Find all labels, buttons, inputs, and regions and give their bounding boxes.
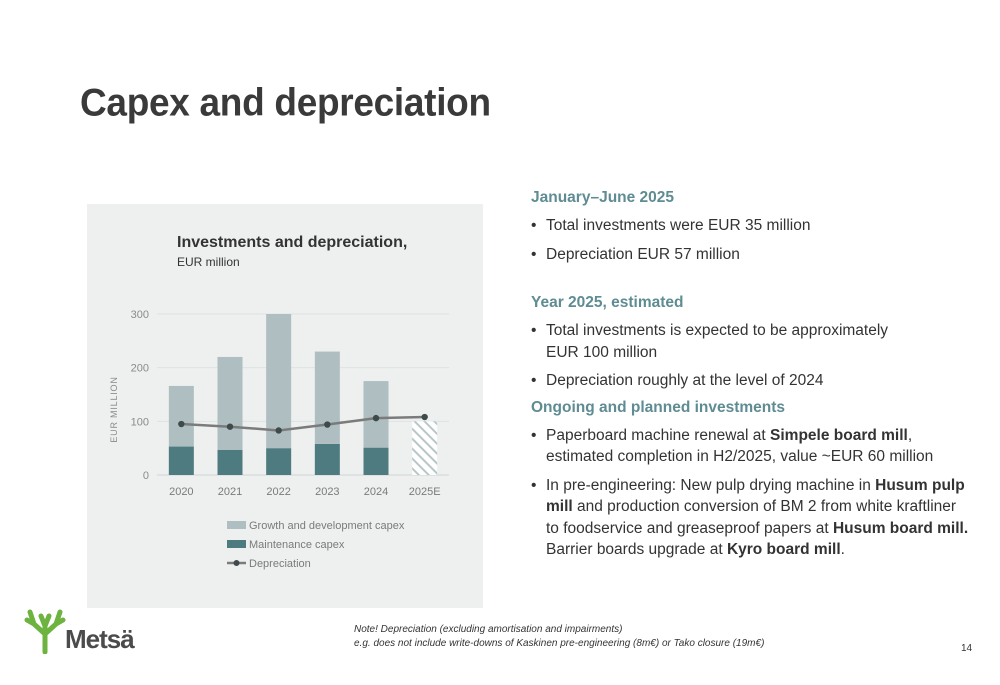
page-title: Capex and depreciation (80, 80, 491, 124)
text: In pre-engineering: New pulp drying mach… (546, 476, 876, 494)
y-tick-label: 100 (131, 416, 149, 428)
section-heading-h1: January–June 2025 (531, 189, 675, 206)
text: , (907, 426, 913, 444)
section-heading-2025: Year 2025, estimated (531, 294, 684, 311)
bullet-depreciation-estimate: Depreciation roughly at the level of 202… (531, 370, 971, 392)
footnote: Note! Depreciation (excluding amortisati… (354, 623, 764, 651)
chart-subtitle: EUR million (177, 255, 240, 269)
legend-swatch-point (233, 560, 240, 566)
chart: 0 100 200 300 EUR MILLION 2020 2021 2022 2023 202… (109, 309, 449, 570)
footnote-line: Note! Depreciation (excluding amortisati… (354, 624, 623, 635)
bar-growth-capex (217, 356, 243, 450)
text-bold: Kyro board mill (726, 541, 841, 558)
bullet-depreciation: Depreciation EUR 57 million (531, 244, 971, 266)
legend-label: Growth and development capex (249, 520, 405, 532)
text: . (840, 541, 845, 558)
text-bold: Husum board mill. (832, 519, 969, 537)
bar-maintenance-capex (217, 449, 243, 475)
x-tick-label: 2021 (218, 486, 242, 498)
bar-growth-capex (266, 314, 292, 449)
bullet-simpele: Paperboard machine renewal at Simpele bo… (531, 425, 971, 468)
bullet-total-investments: Total investments were EUR 35 million (531, 215, 971, 237)
y-tick-label: 200 (131, 363, 149, 375)
text: estimated completion in H2/2025, value ~… (546, 448, 934, 465)
bullet-investments-estimate: Total investments is expected to be appr… (531, 320, 971, 363)
bar-growth-capex (314, 351, 340, 444)
right-column: January–June 2025 Total investments were… (531, 189, 971, 561)
metsa-logo: Metsä (24, 606, 135, 656)
bar-estimate-hatched (412, 421, 438, 475)
bar-maintenance-capex (314, 443, 340, 475)
text-bold: Simpele board mill (770, 426, 908, 444)
text: Barrier boards upgrade at (546, 541, 727, 558)
legend-label: Depreciation (249, 558, 311, 570)
page-number: 14 (961, 643, 973, 654)
x-tick-label: 2025E (409, 486, 441, 498)
depreciation-point (178, 420, 185, 428)
chart-title: Investments and depreciation, (177, 234, 408, 251)
text-bold: Husum pulp mill (546, 476, 965, 516)
bullet-line: Total investments is expected to be appr… (546, 322, 889, 339)
x-tick-label: 2022 (266, 486, 290, 498)
bar-maintenance-capex (168, 446, 194, 475)
depreciation-point (226, 423, 234, 430)
x-tick-label: 2020 (169, 486, 193, 498)
text: and production conversion of BM 2 from w… (546, 498, 957, 537)
bar-maintenance-capex (363, 447, 389, 475)
depreciation-point (324, 421, 331, 428)
legend-swatch (227, 540, 246, 548)
text: Paperboard machine renewal at (546, 426, 771, 444)
bar-growth-capex (168, 385, 194, 447)
legend-swatch (227, 521, 246, 529)
bar-growth-capex (363, 381, 389, 448)
bullet-husum: In pre-engineering: New pulp drying mach… (531, 475, 971, 561)
y-tick-label: 0 (143, 470, 149, 482)
depreciation-point (275, 427, 282, 434)
y-axis-label: EUR MILLION (109, 376, 119, 442)
depreciation-point (372, 414, 380, 422)
metsa-antler-icon (24, 609, 66, 654)
legend-label: Maintenance capex (249, 539, 345, 551)
depreciation-point (421, 413, 428, 421)
x-tick-label: 2024 (364, 486, 388, 498)
x-tick-label: 2023 (315, 486, 339, 498)
footnote-line: e.g. does not include write-downs of Kas… (354, 638, 765, 649)
y-tick-label: 300 (131, 309, 149, 321)
bar-maintenance-capex (266, 448, 292, 475)
depreciation-line (181, 415, 425, 432)
chart-panel: 0 100 200 300 EUR MILLION 2020 2021 2022 2023 202… (87, 204, 483, 608)
bullet-line: EUR 100 million (546, 343, 658, 361)
logo-text: Metsä (65, 624, 135, 654)
section-heading-ongoing: Ongoing and planned investments (531, 398, 786, 416)
